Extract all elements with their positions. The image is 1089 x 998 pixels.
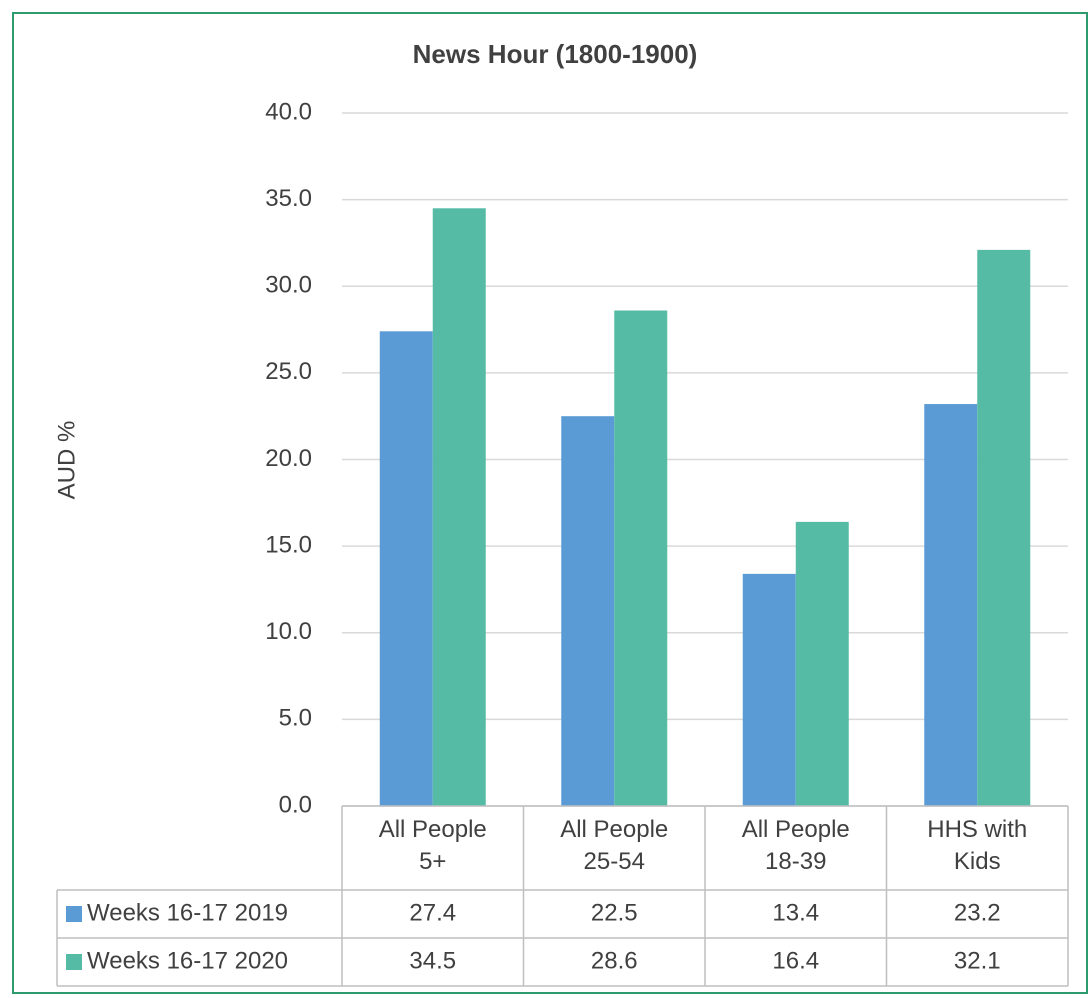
bar [379, 331, 433, 806]
table-value: 34.5 [409, 947, 456, 974]
table-value: 23.2 [954, 899, 1001, 926]
bar [432, 208, 486, 807]
bar [742, 573, 796, 806]
y-tick-label: 20.0 [265, 445, 312, 472]
x-tick-label-box: All People 18-39 [741, 816, 850, 875]
y-tick-label: 5.0 [279, 705, 312, 732]
table-value: 27.4 [409, 899, 456, 926]
table-value: 22.5 [591, 899, 638, 926]
bar [924, 404, 978, 806]
y-tick-label: 40.0 [265, 98, 312, 125]
table-value: 16.4 [772, 947, 819, 974]
x-tick-label: All People 18-39 [741, 816, 850, 875]
bar [561, 416, 615, 806]
bar [795, 521, 849, 806]
legend-label: Weeks 16-17 2019 [87, 899, 288, 926]
y-tick-label: 0.0 [279, 791, 312, 818]
legend-swatch [66, 906, 82, 922]
x-tick-label: All People 25-54 [560, 816, 669, 875]
y-axis-label: AUD % [53, 421, 80, 500]
y-tick-label: 35.0 [265, 185, 312, 212]
x-tick-label: HHS with Kids [927, 816, 1028, 875]
x-tick-label-box: All People 5+ [378, 816, 487, 875]
y-tick-label: 10.0 [265, 618, 312, 645]
table-value: 32.1 [954, 947, 1001, 974]
bar [977, 249, 1031, 806]
legend-label: Weeks 16-17 2020 [87, 947, 288, 974]
x-tick-label-box: HHS with Kids [927, 816, 1028, 875]
table-value: 28.6 [591, 947, 638, 974]
legend-swatch [66, 954, 82, 970]
bar [614, 310, 668, 806]
x-tick-label-box: All People 25-54 [560, 816, 669, 875]
y-tick-label: 25.0 [265, 358, 312, 385]
y-tick-label: 15.0 [265, 531, 312, 558]
table-value: 13.4 [772, 899, 819, 926]
x-tick-label: All People 5+ [378, 816, 487, 875]
chart-border [12, 12, 1088, 994]
chart-title: News Hour (1800-1900) [413, 39, 698, 69]
y-tick-label: 30.0 [265, 272, 312, 299]
